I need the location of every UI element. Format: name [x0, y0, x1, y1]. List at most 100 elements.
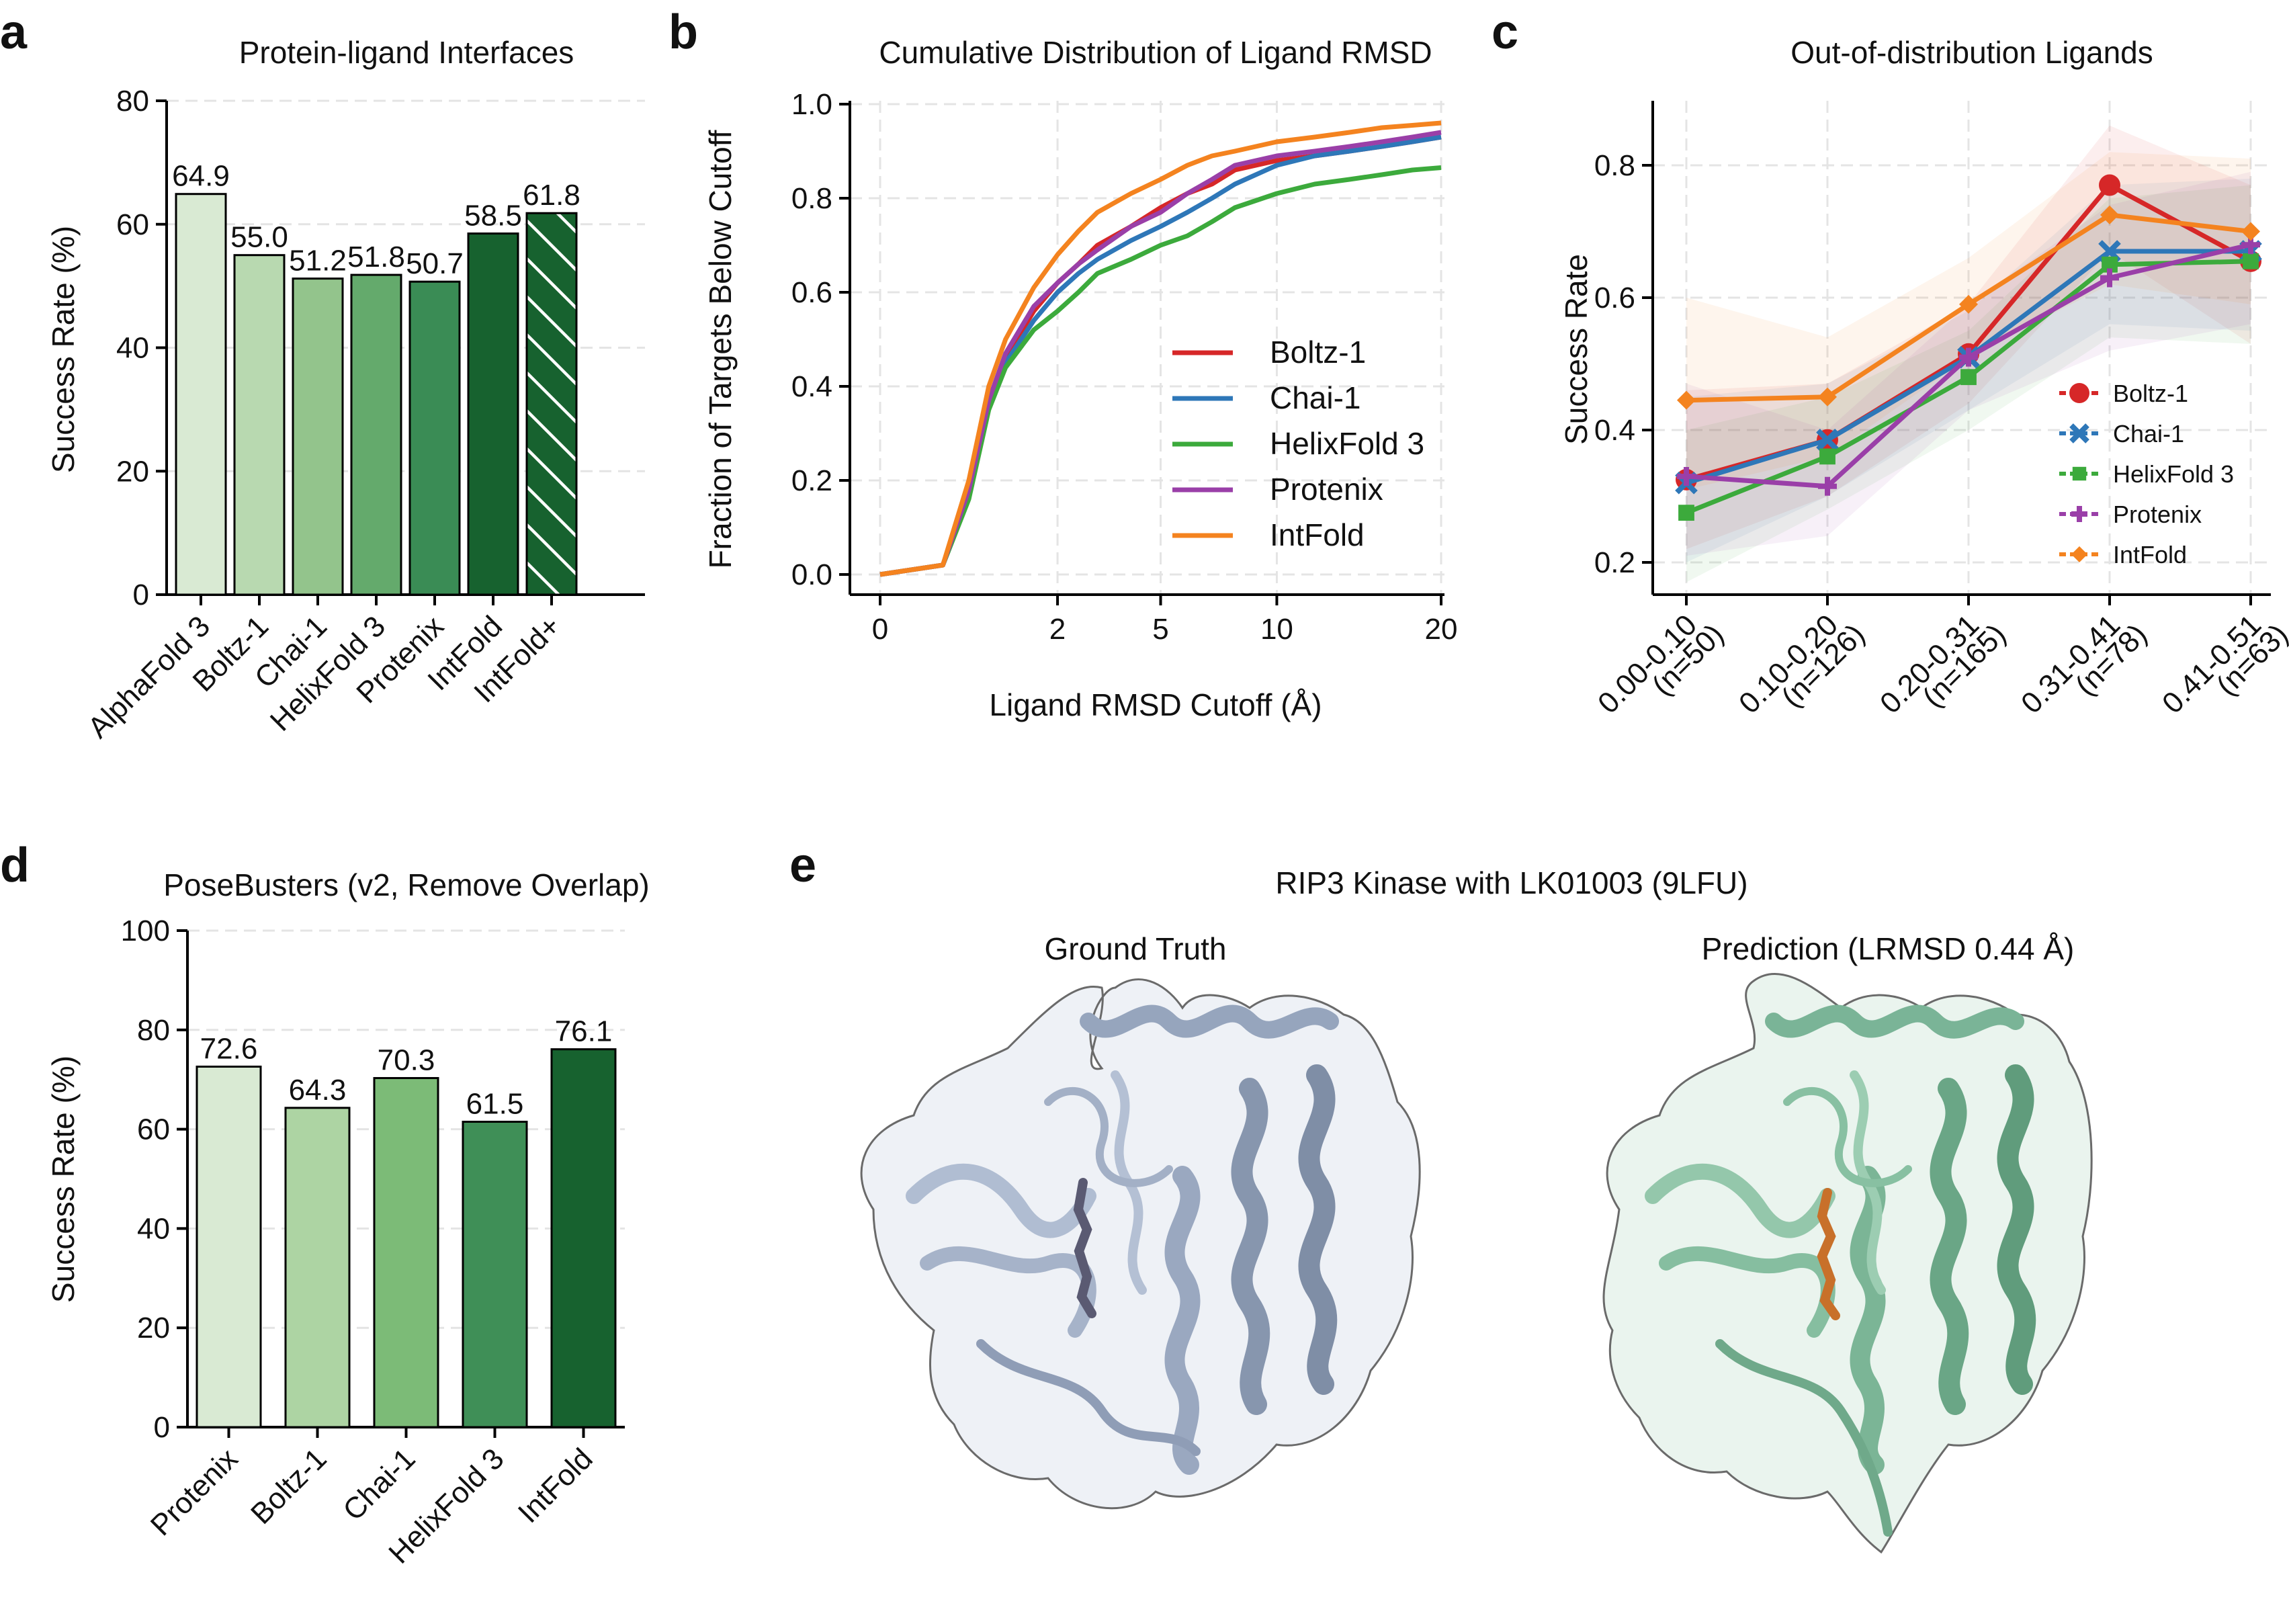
c-marker-intfold-3	[2100, 205, 2119, 224]
a-value-label-intfold: 61.8	[523, 179, 580, 212]
a-bar-protenix	[408, 280, 461, 596]
c-marker-protenix-1	[1818, 476, 1837, 496]
c-legend-label-boltz-1: Boltz-1	[2113, 380, 2188, 407]
panel-letter-d: d	[0, 839, 30, 892]
prediction-structure	[1602, 972, 2093, 1554]
d-xtick-label-boltz-1: Boltz-1	[245, 1442, 333, 1530]
c-legend-label-helixfold-3: HelixFold 3	[2113, 460, 2234, 488]
ground-truth-title: Ground Truth	[1044, 931, 1226, 966]
a-bar-helixfold-3	[350, 273, 402, 596]
b-line-intfold	[879, 120, 1442, 577]
d-ytick-label: 40	[137, 1212, 170, 1245]
ground-truth-helix-1	[1080, 1005, 1339, 1039]
b-ytick-label: 1.0	[791, 88, 832, 121]
panel-b-xlabel: Ligand RMSD Cutoff (Å)	[989, 687, 1322, 722]
b-xtick-label: 20	[1425, 613, 1458, 646]
c-marker-intfold-2	[1959, 294, 1978, 314]
a-value-label-protenix: 50.7	[406, 247, 464, 280]
prediction-ligand	[1817, 1188, 1840, 1320]
a-ytick-label: 0	[133, 579, 149, 611]
a-ytick-label: 20	[116, 455, 149, 488]
d-value-label-intfold: 76.1	[555, 1015, 613, 1048]
b-ytick-label: 0.2	[791, 464, 832, 497]
a-bar-intfold	[467, 232, 519, 596]
c-marker-protenix-3	[2100, 268, 2119, 288]
ground-truth-structure	[860, 978, 1421, 1510]
panel-letter-a: a	[0, 5, 28, 59]
prediction-sheet-1	[1645, 1163, 1835, 1238]
d-value-label-protenix: 72.6	[200, 1032, 258, 1065]
c-marker-protenix-2	[1959, 347, 1978, 367]
panel-b-ylabel: Fraction of Targets Below Cutoff	[703, 130, 738, 568]
panel-b: b Cumulative Distribution of Ligand RMSD…	[668, 5, 1457, 722]
b-legend-label-helixfold-3: HelixFold 3	[1270, 426, 1424, 461]
ground-truth-sheet-2	[920, 1246, 1096, 1338]
b-ytick-label: 0.6	[791, 276, 832, 309]
panel-letter-c: c	[1492, 5, 1518, 59]
c-marker-chai-1-1	[1816, 428, 1839, 452]
panel-a: a Protein-ligand Interfaces Success Rate…	[0, 5, 645, 744]
d-ytick-label: 60	[137, 1113, 170, 1146]
b-legend-label-boltz-1: Boltz-1	[1270, 335, 1366, 370]
a-ytick-label: 60	[116, 208, 149, 241]
panel-c-ylabel: Success Rate	[1559, 254, 1594, 445]
prediction-surface	[1602, 972, 2093, 1554]
a-value-label-alphafold-3: 64.9	[172, 160, 230, 193]
a-value-label-boltz-1: 55.0	[230, 221, 288, 254]
b-legend-label-intfold: IntFold	[1270, 517, 1365, 552]
a-value-label-intfold: 58.5	[464, 200, 522, 232]
d-bar-helixfold-3	[462, 1121, 528, 1428]
c-legend-marker-chai-1	[2069, 423, 2089, 443]
a-bar-alphafold-3	[175, 193, 227, 596]
prediction-helix-1	[1765, 1005, 2024, 1039]
c-marker-boltz-1-3	[2099, 174, 2120, 196]
panel-letter-e: e	[789, 839, 816, 892]
d-ytick-label: 100	[121, 914, 170, 947]
c-marker-protenix-0	[1677, 466, 1696, 486]
d-xtick-label-intfold: IntFold	[512, 1442, 599, 1529]
c-marker-helixfold-3-3	[2102, 256, 2118, 273]
b-ytick-label: 0.4	[791, 370, 832, 403]
prediction-helix-3	[1997, 1064, 2036, 1395]
b-line-helixfold-3	[879, 165, 1442, 577]
ground-truth-helix-3	[1298, 1064, 1338, 1395]
d-bar-intfold	[550, 1048, 617, 1428]
c-marker-helixfold-3-4	[2243, 253, 2259, 269]
a-bar-chai-1	[292, 277, 344, 596]
d-ytick-label: 0	[154, 1411, 170, 1444]
d-bar-boltz-1	[284, 1107, 351, 1428]
panel-d-ylabel: Success Rate (%)	[46, 1056, 81, 1303]
b-xtick-label: 2	[1049, 613, 1066, 646]
panel-d-title: PoseBusters (v2, Remove Overlap)	[163, 867, 650, 902]
c-legend-marker-helixfold-3	[2072, 466, 2087, 481]
a-value-label-helixfold-3: 51.8	[347, 241, 405, 273]
prediction-title: Prediction (LRMSD 0.44 Å)	[1702, 931, 2075, 966]
c-legend-marker-protenix	[2071, 506, 2087, 522]
c-marker-intfold-1	[1818, 387, 1837, 407]
panel-b-title: Cumulative Distribution of Ligand RMSD	[879, 35, 1432, 70]
prediction-helix-4	[1850, 1166, 1886, 1475]
c-ytick-label: 0.4	[1594, 414, 1635, 447]
b-legend-label-protenix: Protenix	[1270, 472, 1383, 507]
a-value-label-chai-1: 51.2	[289, 245, 347, 277]
d-bar-protenix	[196, 1065, 262, 1428]
a-bar-intfold	[525, 212, 578, 596]
panel-c: c Out-of-distribution Ligands Success Ra…	[1492, 5, 2289, 720]
prediction-helix-2	[1930, 1078, 1969, 1415]
panel-c-title: Out-of-distribution Ligands	[1790, 35, 2153, 70]
a-ytick-label: 40	[116, 332, 149, 365]
c-legend-label-protenix: Protenix	[2113, 501, 2202, 528]
b-xtick-label: 0	[872, 613, 888, 646]
d-value-label-chai-1: 70.3	[378, 1043, 435, 1076]
b-line-protenix	[879, 130, 1442, 577]
prediction-loop-3	[1783, 1086, 1912, 1187]
b-legend-label-chai-1: Chai-1	[1270, 380, 1361, 415]
ground-truth-surface	[860, 978, 1421, 1510]
panel-e-title: RIP3 Kinase with LK01003 (9LFU)	[1275, 865, 1747, 900]
c-ytick-label: 0.6	[1594, 282, 1635, 314]
prediction-loop-1	[1715, 1339, 1893, 1537]
c-legend-marker-intfold	[2071, 546, 2087, 562]
c-marker-helixfold-3-0	[1678, 505, 1694, 521]
c-legend-marker-boltz-1	[2069, 383, 2089, 403]
